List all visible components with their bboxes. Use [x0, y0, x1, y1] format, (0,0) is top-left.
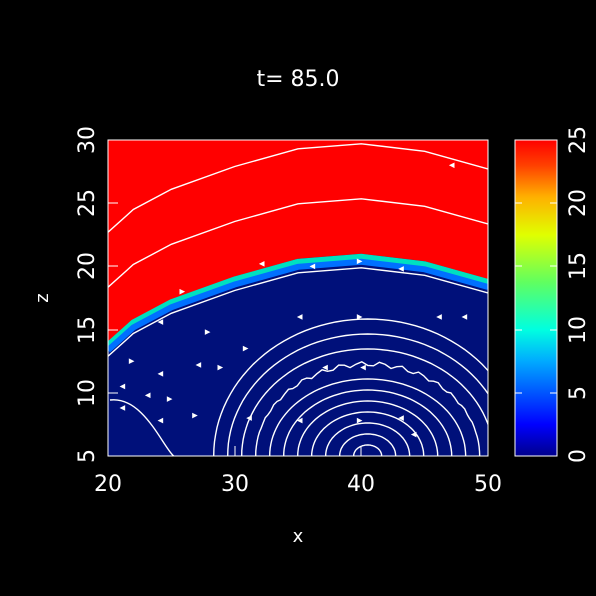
velocity-arrow	[179, 288, 186, 295]
y-axis-label: z	[32, 293, 53, 302]
chart-title: t= 85.0	[256, 67, 339, 92]
contour-line	[255, 361, 481, 456]
contour-lines	[108, 143, 488, 456]
plot-frame	[107, 139, 489, 457]
colorbar-tick-label: 10	[566, 316, 591, 344]
velocity-arrow	[356, 417, 363, 424]
velocity-arrow	[436, 314, 442, 320]
velocity-arrow	[204, 329, 211, 335]
y-tick-label: 25	[75, 189, 100, 217]
x-axis-label: x	[293, 526, 304, 547]
contour-line	[109, 399, 180, 456]
velocity-arrow	[360, 364, 366, 371]
contour-line	[283, 389, 453, 456]
contour-line	[269, 378, 467, 456]
contour-line	[108, 143, 488, 233]
velocity-arrow	[448, 162, 455, 169]
plot-area	[108, 140, 488, 456]
contour-line	[339, 433, 397, 456]
colorbar-tick-label: 25	[566, 126, 591, 154]
transition-band-blue	[108, 258, 488, 353]
velocity-arrow	[398, 266, 404, 272]
y-tick-label: 30	[75, 126, 100, 154]
velocity-arrow	[166, 396, 173, 402]
contour-line	[241, 348, 488, 456]
velocity-arrows	[119, 162, 468, 438]
contour-line	[325, 422, 411, 456]
colorbar: 0 5 10 15 20 25	[514, 126, 591, 463]
velocity-arrow	[119, 405, 126, 411]
colorbar-gradient	[514, 139, 558, 457]
velocity-arrow	[461, 314, 468, 320]
velocity-arrow	[258, 261, 265, 267]
velocity-arrow	[157, 319, 164, 325]
velocity-arrow	[356, 258, 363, 265]
colorbar-tick-label: 20	[566, 189, 591, 217]
colorbar-tick-label: 5	[566, 386, 591, 400]
velocity-arrow	[157, 371, 164, 377]
colorbar-tick-label: 0	[566, 449, 591, 463]
contour-line	[213, 318, 488, 456]
velocity-arrow	[157, 417, 164, 424]
velocity-arrow	[398, 415, 404, 421]
high-density-region	[108, 140, 488, 343]
colorbar-tick-label: 15	[566, 252, 591, 280]
contour-line	[353, 444, 383, 456]
velocity-arrow	[356, 314, 363, 320]
x-axis: 20 30 40 50 x	[94, 446, 502, 547]
velocity-arrow	[192, 412, 198, 419]
y-axis: 5 10 15 20 25 30 z	[32, 126, 118, 463]
contour-line	[227, 333, 488, 456]
y-tick-label: 15	[75, 316, 100, 344]
x-tick-label: 50	[474, 472, 502, 497]
velocity-arrow	[322, 364, 328, 371]
contour-line	[297, 400, 439, 456]
velocity-arrow	[242, 345, 249, 352]
velocity-arrow	[128, 358, 135, 365]
contour-line	[108, 267, 488, 357]
velocity-arrow	[119, 383, 126, 390]
velocity-arrow	[144, 392, 151, 399]
velocity-arrow	[217, 364, 224, 371]
velocity-arrow	[296, 417, 303, 424]
velocity-arrow	[309, 263, 316, 270]
velocity-arrow	[246, 415, 252, 421]
y-tick-label: 20	[75, 252, 100, 280]
velocity-arrow	[296, 314, 303, 320]
y-tick-label: 10	[75, 379, 100, 407]
contour-line	[108, 198, 488, 288]
transition-band-green	[108, 253, 488, 348]
velocity-arrow	[410, 431, 417, 438]
velocity-arrow	[195, 362, 202, 368]
y-tick-label: 5	[75, 449, 100, 463]
x-tick-label: 30	[221, 472, 249, 497]
x-tick-label: 40	[347, 472, 375, 497]
x-tick-label: 20	[94, 472, 122, 497]
